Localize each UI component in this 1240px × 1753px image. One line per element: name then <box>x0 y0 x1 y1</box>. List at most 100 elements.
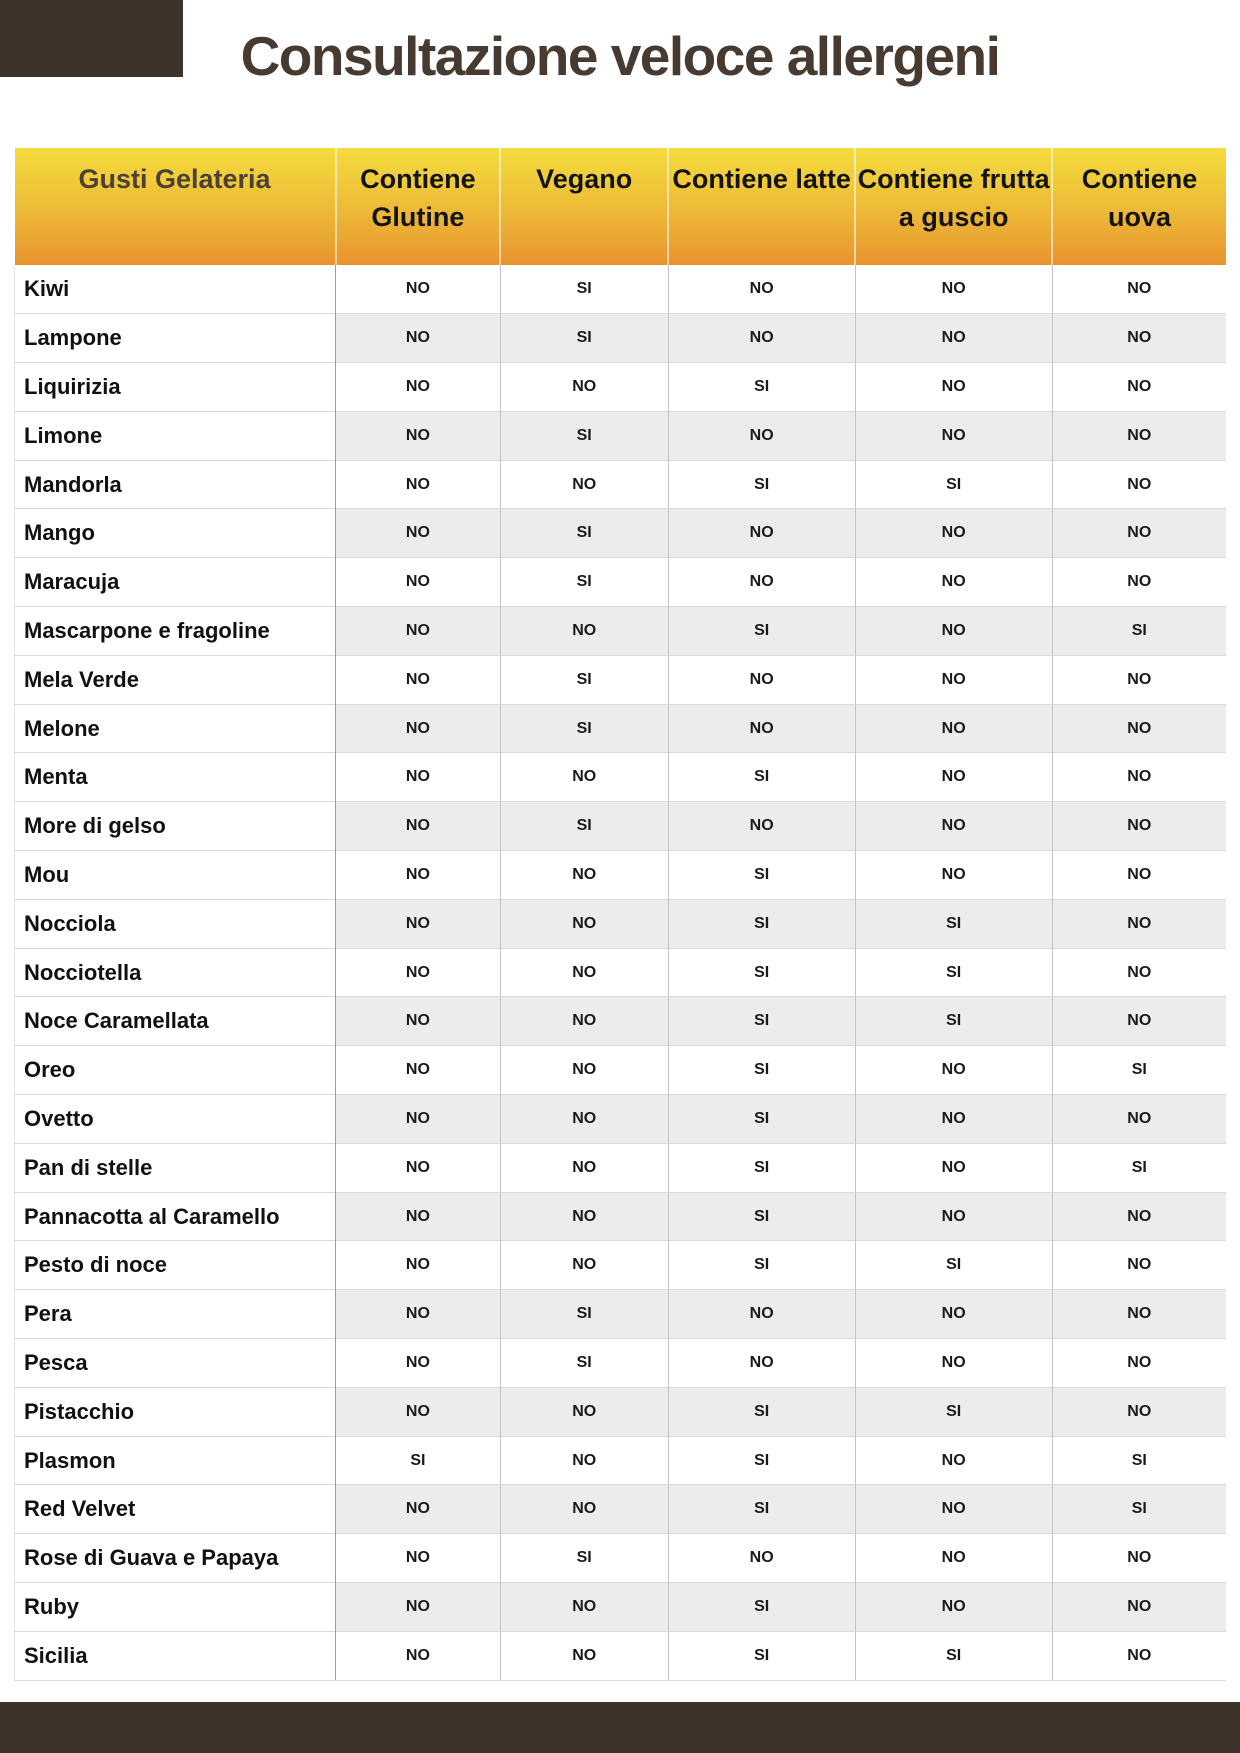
value-cell: NO <box>1051 557 1226 607</box>
value-cell: NO <box>335 1191 501 1241</box>
table-row: Rose di Guava e Papaya NO SI NO NO NO <box>13 1533 1226 1583</box>
value-cell: NO <box>854 1582 1053 1632</box>
value-cell: NO <box>499 1094 669 1144</box>
flavor-cell: Limone <box>13 410 337 461</box>
value-cell: NO <box>499 996 669 1046</box>
table-row: Mou NO NO SI NO NO <box>13 850 1226 900</box>
value-cell: NO <box>499 1191 669 1241</box>
value-cell: NO <box>1051 1094 1226 1144</box>
value-cell: NO <box>335 1533 501 1583</box>
column-header: Contiene uova <box>1051 148 1226 265</box>
value-cell: SI <box>499 265 669 314</box>
value-cell: NO <box>499 606 669 656</box>
value-cell: NO <box>854 801 1053 851</box>
value-cell: NO <box>854 362 1053 412</box>
flavor-cell: Melone <box>13 703 337 753</box>
value-cell: NO <box>1051 801 1226 851</box>
column-header: Contiene Glutine <box>334 148 501 265</box>
value-cell: SI <box>667 1484 856 1534</box>
value-cell: NO <box>335 898 501 949</box>
page-title: Consultazione veloce allergeni <box>240 25 1001 87</box>
value-cell: NO <box>405 280 430 298</box>
value-cell: NO <box>854 1142 1053 1193</box>
table-row: Mandorla NO NO SI SI NO <box>13 459 1226 509</box>
table-row: Oreo NO NO SI NO SI <box>13 1045 1226 1095</box>
table-row: Mango NO SI NO NO NO <box>13 508 1226 558</box>
flavor-cell: Sicilia <box>13 1630 337 1681</box>
value-cell: SI <box>499 801 669 851</box>
table-row: Mascarpone e fragoline NO NO SI NO SI <box>13 606 1226 656</box>
value-cell: SI <box>499 557 669 607</box>
value-cell: NO <box>335 850 501 900</box>
value-cell: SI <box>1051 1484 1226 1534</box>
value-cell: NO <box>854 410 1053 461</box>
value-cell: NO <box>854 1435 1053 1485</box>
value-cell: SI <box>854 996 1053 1046</box>
value-cell: NO <box>667 313 856 363</box>
value-cell: NO <box>854 1191 1053 1241</box>
value-cell: NO <box>854 508 1053 558</box>
value-cell: NO <box>1051 1533 1226 1583</box>
value-cell: NO <box>335 752 501 802</box>
value-cell: SI <box>499 703 669 753</box>
value-cell: NO <box>499 1142 669 1193</box>
value-cell: NO <box>667 654 856 705</box>
value-cell: NO <box>335 1289 501 1339</box>
value-cell: NO <box>499 850 669 900</box>
value-cell: NO <box>667 801 856 851</box>
value-cell: SI <box>667 1094 856 1144</box>
value-cell: SI <box>854 898 1053 949</box>
value-cell: NO <box>499 1484 669 1534</box>
flavor-cell: Menta <box>13 752 337 802</box>
flavor-cell: Kiwi <box>13 265 337 314</box>
flavor-cell: Noce Caramellata <box>13 996 337 1046</box>
value-cell: NO <box>335 1045 501 1095</box>
value-cell: NO <box>854 606 1053 656</box>
value-cell: NO <box>1051 508 1226 558</box>
value-cell: SI <box>854 1240 1053 1290</box>
value-cell: SI <box>499 1338 669 1388</box>
value-cell: NO <box>335 362 501 412</box>
value-cell: NO <box>1051 947 1226 997</box>
value-cell: SI <box>667 1435 856 1485</box>
value-cell: NO <box>335 1582 501 1632</box>
value-cell: NO <box>1051 313 1226 363</box>
value-cell: SI <box>667 947 856 997</box>
value-cell: NO <box>335 801 501 851</box>
value-cell: NO <box>335 996 501 1046</box>
flavor-cell: Mandorla <box>13 459 337 509</box>
value-cell: SI <box>499 1289 669 1339</box>
table-row: Nocciotella NO NO SI SI NO <box>13 947 1226 997</box>
value-cell: NO <box>1051 265 1226 314</box>
flavor-cell: Oreo <box>13 1045 337 1095</box>
value-cell: SI <box>667 606 856 656</box>
value-cell: NO <box>499 1435 669 1485</box>
value-cell: SI <box>667 362 856 412</box>
value-cell: SI <box>499 410 669 461</box>
value-cell: NO <box>335 1240 501 1290</box>
flavor-cell: Mascarpone e fragoline <box>13 606 337 656</box>
table-row: Red Velvet NO NO SI NO SI <box>13 1484 1226 1534</box>
value-cell: NO <box>854 265 1053 314</box>
value-cell: SI <box>667 1142 856 1193</box>
column-header: Contiene frutta a guscio <box>854 148 1053 265</box>
value-cell: SI <box>667 459 856 509</box>
value-cell: NO <box>335 1338 501 1388</box>
value-cell: SI <box>335 1435 501 1485</box>
value-cell: NO <box>335 410 501 461</box>
value-cell: NO <box>1051 1630 1226 1681</box>
value-cell: NO <box>854 654 1053 705</box>
value-cell: NO <box>854 1338 1053 1388</box>
flavor-cell: Plasmon <box>13 1435 337 1485</box>
flavor-cell: Pera <box>13 1289 337 1339</box>
flavor-cell: Mango <box>13 508 337 558</box>
value-cell: NO <box>499 752 669 802</box>
value-cell: NO <box>667 557 856 607</box>
value-cell: NO <box>854 1533 1053 1583</box>
value-cell: NO <box>335 947 501 997</box>
flavor-cell: Ovetto <box>13 1094 337 1144</box>
table-row: Ruby NO NO SI NO NO <box>13 1582 1226 1632</box>
value-cell: NO <box>499 898 669 949</box>
flavor-cell: Nocciola <box>13 898 337 949</box>
table-row: Pesca NO SI NO NO NO <box>13 1338 1226 1388</box>
